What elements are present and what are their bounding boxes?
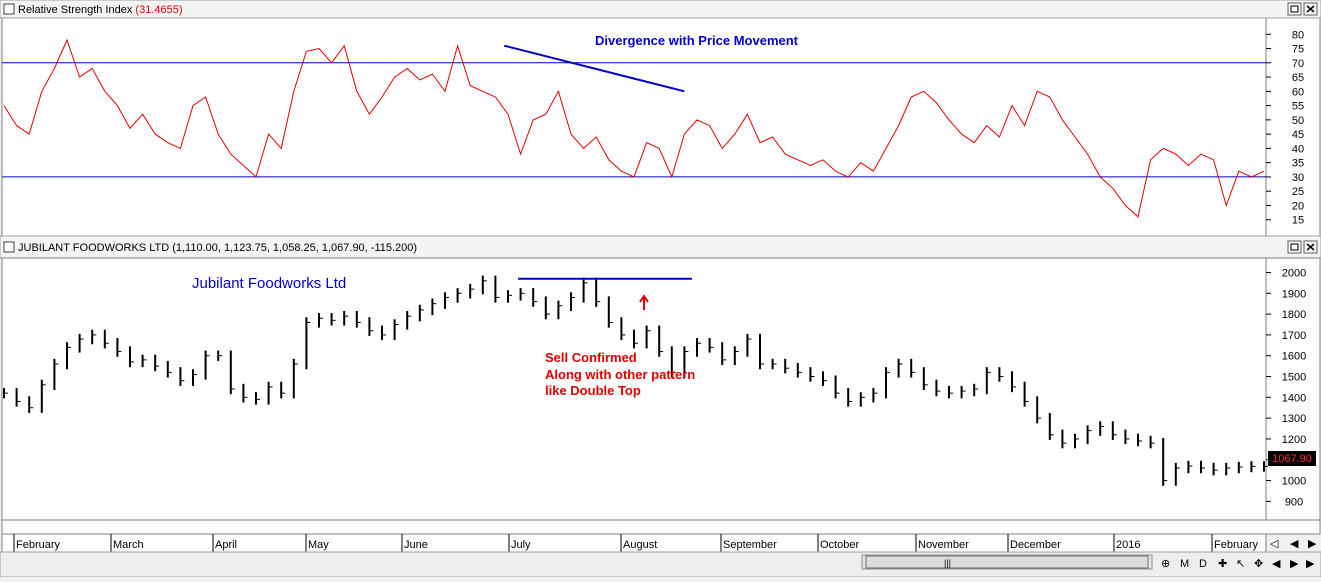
rsi-window-controls <box>1287 2 1318 16</box>
rsi-y-tick-label: 45 <box>1292 129 1304 141</box>
last-price-tag-text: 1067.90 <box>1272 453 1312 465</box>
rsi-title-bar <box>0 0 1321 19</box>
month-label: March <box>113 539 144 551</box>
price-y-tick-label: 1000 <box>1282 476 1306 488</box>
close-icon <box>1306 5 1315 13</box>
rsi-y-tick-label: 80 <box>1292 29 1304 41</box>
rsi-panel-icon <box>3 3 15 15</box>
navigation-buttons: ◁ ◀ ▶ <box>1270 538 1317 550</box>
rsi-y-axis <box>1265 17 1321 237</box>
rsi-y-tick-label: 75 <box>1292 44 1304 56</box>
sell-annotation-line-2: Along with other pattern <box>545 367 695 382</box>
rsi-title-value: (31.4655) <box>135 4 182 16</box>
month-label: November <box>918 539 969 551</box>
toolbar-m-button[interactable]: M <box>1180 558 1189 570</box>
month-label: February <box>1214 539 1259 551</box>
restore-icon <box>1290 243 1299 251</box>
price-y-tick-label: 1900 <box>1282 288 1306 300</box>
month-label: September <box>723 539 777 551</box>
month-label: April <box>215 539 237 551</box>
price-y-tick-label: 1700 <box>1282 330 1306 342</box>
price-window-controls <box>1287 240 1318 254</box>
month-label: February <box>16 539 61 551</box>
price-chart-label: Jubilant Foodworks Ltd <box>192 275 346 292</box>
pan-icon[interactable]: ✥ <box>1254 558 1263 570</box>
rsi-y-tick-label: 60 <box>1292 86 1304 98</box>
rsi-chart: 15 20 25 30 35 40 45 50 55 60 65 70 75 80 <box>2 29 1304 227</box>
last-price-tag <box>1268 451 1316 466</box>
price-y-tick-label: 1800 <box>1282 309 1306 321</box>
rsi-divergence-trendline <box>503 44 685 93</box>
scrollbar-thumb[interactable] <box>865 555 1149 569</box>
rsi-plot-area <box>1 17 1267 237</box>
month-label: June <box>404 539 428 551</box>
rsi-y-tick-label: 55 <box>1292 101 1304 113</box>
price-panel-icon <box>3 241 15 253</box>
toolbar-d-button[interactable]: D <box>1199 558 1207 570</box>
rsi-title: Relative Strength Index (31.4655) <box>18 4 183 16</box>
rsi-y-tick-label: 25 <box>1292 186 1304 198</box>
sell-arrow-icon <box>639 294 649 310</box>
month-label: October <box>820 539 859 551</box>
rsi-y-tick-label: 70 <box>1292 58 1304 70</box>
price-y-tick-label: 900 <box>1285 496 1303 508</box>
arrow-icon[interactable]: ↖ <box>1236 558 1245 570</box>
rsi-divergence-annotation: Divergence with Price Movement <box>595 33 799 48</box>
nav-prev-button[interactable]: ◀ <box>1290 538 1299 550</box>
rsi-restore-button[interactable] <box>1287 2 1302 16</box>
spacer-strip <box>1 519 1321 535</box>
rsi-y-tick-label: 65 <box>1292 72 1304 84</box>
price-y-tick-label: 1300 <box>1282 413 1306 425</box>
sell-annotation-line-3: like Double Top <box>545 383 641 398</box>
rsi-series-line <box>3 38 1265 218</box>
rsi-y-tick-label: 15 <box>1292 215 1304 227</box>
restore-icon <box>1290 5 1299 13</box>
close-icon <box>1306 243 1315 251</box>
sell-annotation-line-1: Sell Confirmed <box>545 350 637 365</box>
rsi-title-prefix: Relative Strength Index <box>18 4 133 16</box>
price-chart: 9001000110012001300140015001600170018001… <box>3 267 1306 508</box>
price-y-tick-label: 2000 <box>1282 267 1306 279</box>
month-label: July <box>511 539 531 551</box>
price-y-tick-label: 1500 <box>1282 372 1306 384</box>
rsi-y-tick-label: 50 <box>1292 115 1304 127</box>
back-button[interactable]: ◀ <box>1272 558 1281 570</box>
price-plot-area <box>1 257 1267 521</box>
price-restore-button[interactable] <box>1287 240 1302 254</box>
month-label: December <box>1010 539 1061 551</box>
rsi-y-tick-label: 20 <box>1292 200 1304 212</box>
end-button[interactable]: ▶ <box>1306 558 1315 570</box>
rsi-y-tick-label: 30 <box>1292 172 1304 184</box>
month-labels: February March April May June July August Septe… <box>13 534 1259 552</box>
price-y-tick-label: 1400 <box>1282 392 1306 404</box>
price-y-tick-label: 1200 <box>1282 434 1306 446</box>
rsi-y-tick-label: 40 <box>1292 143 1304 155</box>
toolbar-icons: ⊕ M D ✚ ↖ ✥ ◀ ▶ ▶ <box>1161 558 1315 570</box>
crosshair-icon[interactable]: ✚ <box>1218 558 1227 570</box>
month-label: May <box>308 539 329 551</box>
zoom-icon[interactable]: ⊕ <box>1161 558 1170 570</box>
nav-next-button[interactable]: ▶ <box>1308 538 1317 550</box>
price-y-tick-label: 1600 <box>1282 351 1306 363</box>
scrollbar-grip-icon: ||| <box>944 558 951 568</box>
price-title: JUBILANT FOODWORKS LTD (1,110.00, 1,123.… <box>18 242 417 254</box>
month-label: August <box>623 539 657 551</box>
month-label: 2016 <box>1116 539 1140 551</box>
rsi-y-tick-label: 35 <box>1292 158 1304 170</box>
nav-first-button[interactable]: ◁ <box>1270 538 1279 550</box>
price-y-axis <box>1265 257 1321 521</box>
forward-button[interactable]: ▶ <box>1290 558 1299 570</box>
